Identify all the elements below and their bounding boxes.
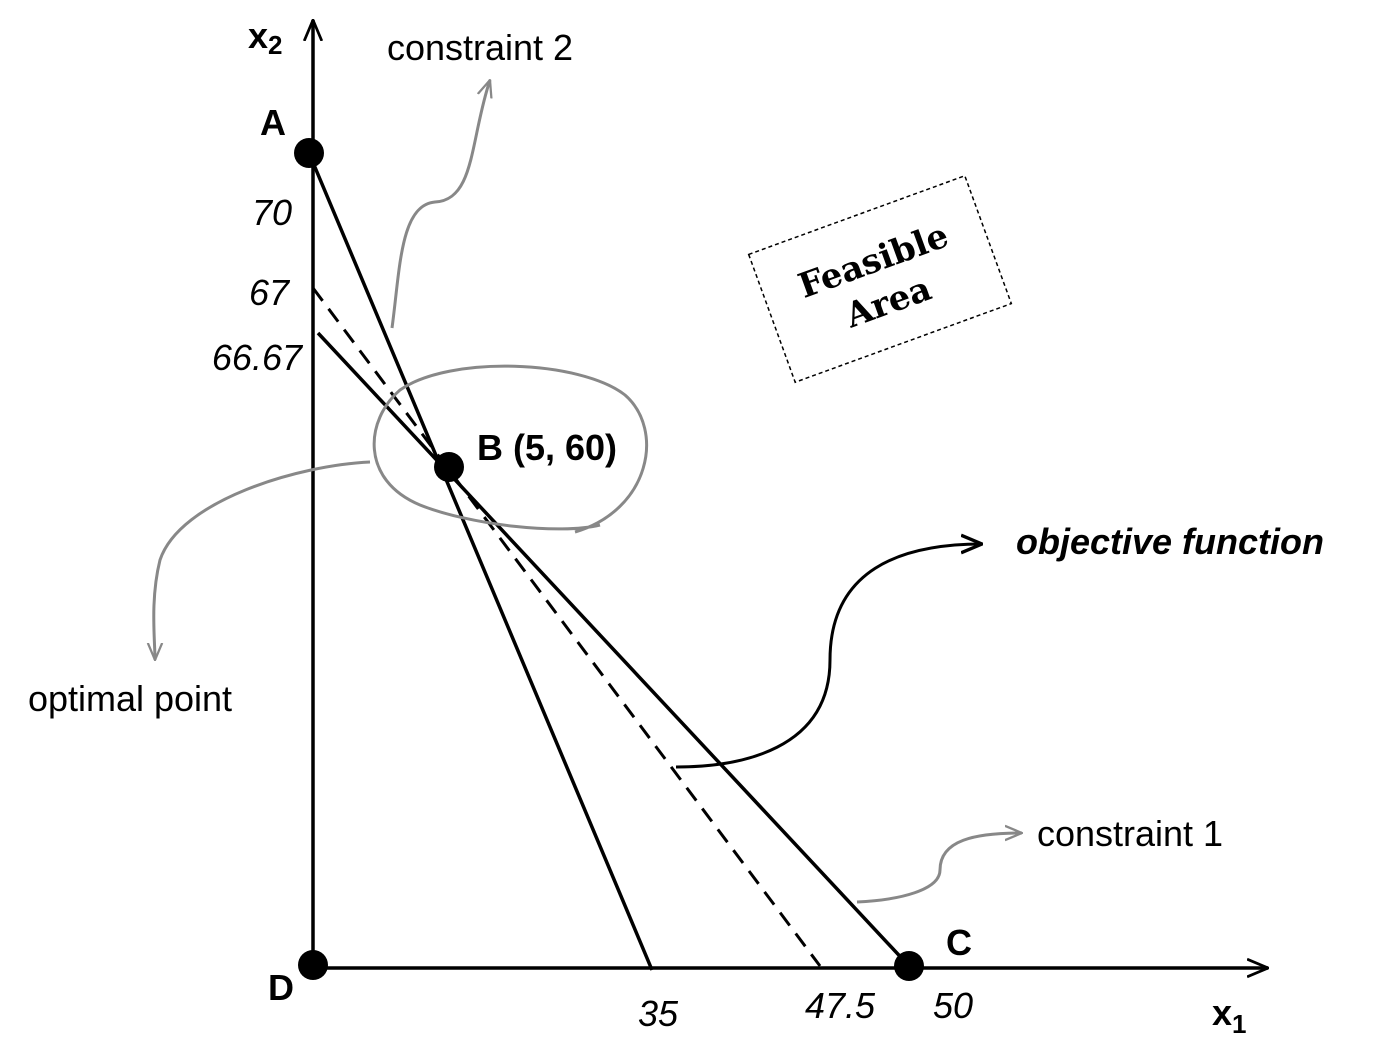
objective-line [311, 287, 822, 967]
y-axis-label: x2 [248, 15, 283, 60]
y-tick-label: 66.67 [212, 337, 304, 378]
lines [307, 152, 911, 971]
constraint-1-line [316, 331, 911, 968]
x-axis-letter: x [1212, 992, 1232, 1033]
y-tick-label: 70 [252, 192, 292, 233]
objective-callout [675, 544, 982, 769]
optimal-label: optimal point [28, 678, 232, 719]
x-tick-label: 35 [638, 993, 679, 1034]
y-axis-letter: x [248, 15, 268, 56]
point-c [894, 951, 924, 981]
x-tick-label: 47.5 [805, 985, 876, 1026]
points [294, 138, 924, 981]
constraint-2-line [307, 152, 654, 971]
optimal-ellipse [372, 364, 648, 534]
constraint-1-callout [856, 833, 1022, 904]
x-axis-label: x1 [1212, 992, 1247, 1039]
constraint-2-callout [390, 80, 490, 329]
point-b [434, 452, 464, 482]
point-d [298, 950, 328, 980]
label-b: B (5, 60) [477, 427, 617, 468]
x-axis-sub: 1 [1232, 1009, 1246, 1039]
feasible-area: Feasible Area [747, 174, 1013, 384]
y-axis-sub: 2 [268, 30, 282, 60]
axes [313, 20, 1268, 968]
feasible-box [747, 174, 1013, 384]
y-tick-label: 67 [249, 272, 291, 313]
label-c: C [946, 922, 972, 963]
label-a: A [260, 102, 286, 143]
callouts [154, 80, 1022, 904]
x-tick-label: 50 [933, 985, 973, 1026]
constraint-2-label: constraint 2 [387, 27, 573, 68]
constraint-1-label: constraint 1 [1037, 813, 1223, 854]
label-d: D [268, 967, 294, 1008]
point-a [294, 138, 324, 168]
optimal-callout [154, 460, 371, 660]
objective-label: objective function [1016, 521, 1324, 562]
